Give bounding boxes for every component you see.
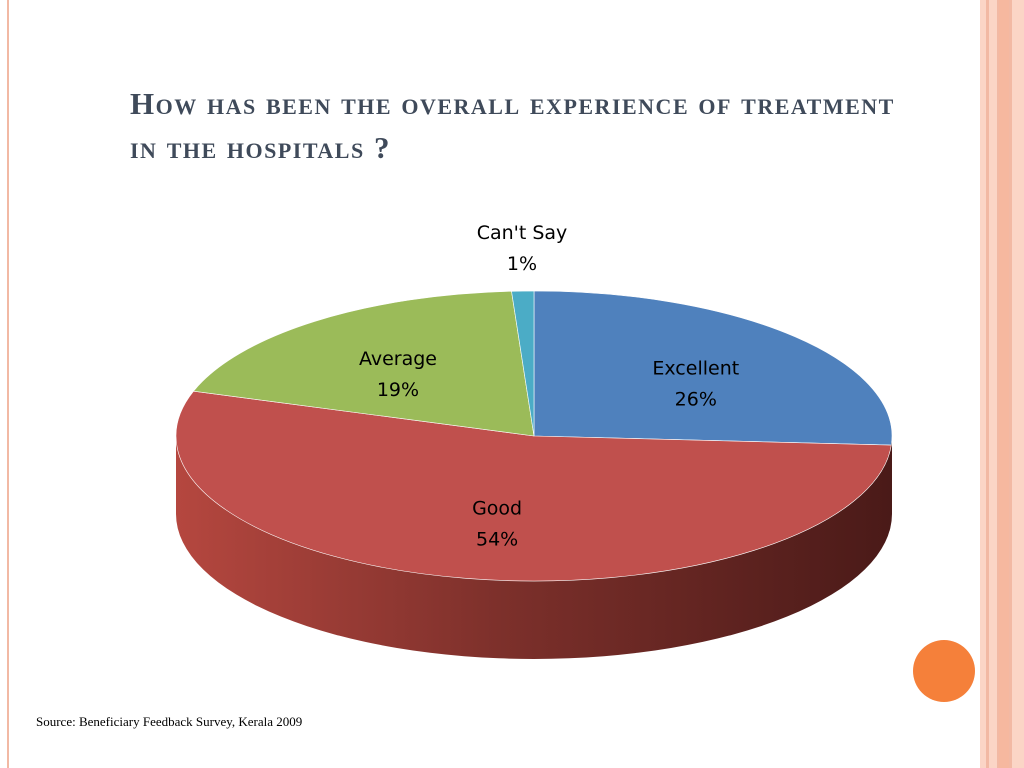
- pie-slice-good: [175, 390, 892, 582]
- right-decorative-band: [980, 0, 1024, 768]
- band-stripe: [997, 0, 999, 768]
- left-border-line: [7, 0, 9, 768]
- slice-data-label: Good 54%: [472, 497, 522, 550]
- slice-category-label: Good: [472, 497, 522, 519]
- orange-circle-icon: [913, 640, 975, 702]
- band-stripe: [989, 0, 997, 768]
- band-stripe: [1009, 0, 1012, 768]
- slice-percent-label: 1%: [507, 253, 537, 275]
- slice-percent-label: 19%: [377, 379, 419, 401]
- slice-category-label: Average: [359, 348, 437, 370]
- slice-percent-label: 26%: [675, 388, 717, 410]
- slice-category-label: Excellent: [652, 357, 739, 379]
- pie-side-wall: [176, 436, 892, 659]
- slice-percent-label: 54%: [476, 528, 518, 550]
- slide-title: How has been the overall experience of t…: [130, 86, 895, 165]
- source-note: Source: Beneficiary Feedback Survey, Ker…: [36, 714, 303, 729]
- pie-slice-excellent: [533, 290, 893, 446]
- pie-3d-side: [176, 436, 892, 659]
- band-stripe: [999, 0, 1009, 768]
- slice-data-label: Average 19%: [359, 348, 437, 401]
- band-stripe: [980, 0, 986, 768]
- pie-slice-can-t-say: [511, 290, 535, 437]
- band-stripe: [986, 0, 989, 768]
- pie-slice-average: [192, 290, 535, 437]
- slice-data-label: Can't Say 1%: [477, 222, 568, 275]
- slice-category-label: Can't Say: [477, 222, 568, 244]
- slice-data-label: Excellent 26%: [652, 357, 739, 410]
- band-stripe: [1012, 0, 1024, 768]
